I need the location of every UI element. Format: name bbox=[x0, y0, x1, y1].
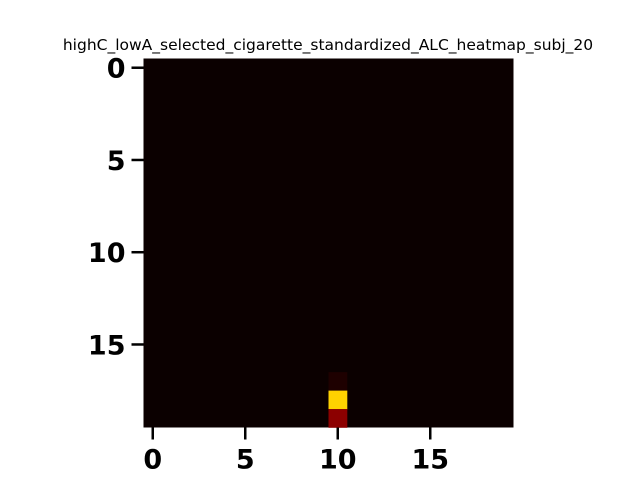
x-tick-label-10: 10 bbox=[319, 445, 357, 476]
y-tick-label-5: 5 bbox=[107, 146, 126, 177]
y-tick-label-0: 0 bbox=[107, 54, 126, 85]
chart-title: highC_lowA_selected_cigarette_standardiz… bbox=[63, 36, 593, 55]
y-tick-label-10: 10 bbox=[88, 238, 126, 269]
heatmap-cell-18-10 bbox=[328, 390, 348, 410]
heatmap-cells bbox=[328, 372, 348, 428]
y-tick-label-15: 15 bbox=[88, 330, 126, 361]
y-axis: 0 5 10 15 bbox=[88, 54, 144, 361]
x-tick-label-15: 15 bbox=[411, 445, 449, 476]
heatmap-background bbox=[143, 58, 514, 428]
x-tick-label-0: 0 bbox=[143, 445, 162, 476]
x-tick-label-5: 5 bbox=[236, 445, 255, 476]
heatmap-cell-17-10 bbox=[328, 372, 348, 391]
heatmap-cell-19-10 bbox=[328, 409, 348, 428]
x-axis: 0 5 10 15 bbox=[143, 427, 449, 476]
